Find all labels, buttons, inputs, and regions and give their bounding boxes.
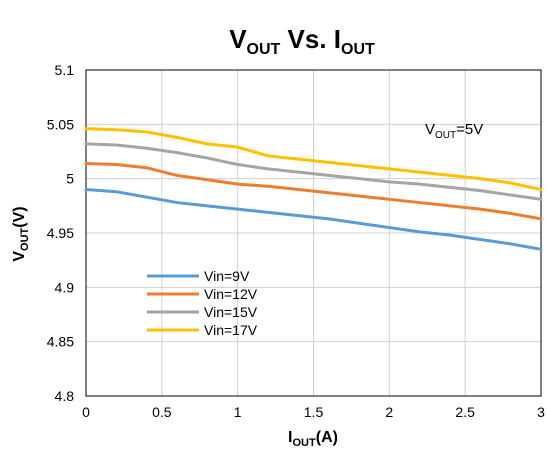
legend-label-vin-17v: Vin=17V [204,322,258,338]
vout-annotation-rest: =5V [456,121,483,138]
y-tick-label: 4.85 [47,334,74,350]
x-tick-labels: 0 0.5 1 1.5 2 2.5 3 [82,404,545,420]
x-tick-label: 1.5 [304,404,324,420]
y-tick-label: 4.9 [55,279,75,295]
x-tick-label: 3 [537,404,545,420]
y-axis-title: VOUT(V) [11,206,31,261]
y-axis-title-rest: (V) [11,206,28,227]
x-tick-label: 2.5 [455,404,475,420]
y-tick-label: 4.8 [55,388,75,404]
chart-title-main: V [229,24,247,54]
legend-label-vin-15v: Vin=15V [204,304,258,320]
series-line-vin-15v [84,142,543,201]
y-tick-label: 5 [66,171,74,187]
x-tick-label: 0.5 [152,404,172,420]
grid-lines [85,69,542,397]
x-axis-title-main: I [288,429,292,446]
chart-title-mid: Vs. I [280,24,341,54]
series-group [84,127,543,251]
y-tick-label: 5.1 [55,62,75,78]
x-axis-title-sub: OUT [293,437,317,449]
legend: Vin=9V Vin=12V Vin=15V Vin=17V [147,268,258,338]
vout-annotation: VOUT=5V [425,121,483,141]
series-line-vin-9v [84,188,543,251]
x-tick-label: 0 [82,404,90,420]
series-line-vin-17v [84,127,543,192]
chart-title-main-sub: OUT [247,41,281,58]
chart-title-mid-sub: OUT [341,41,375,58]
plot-area-frame [85,69,542,397]
y-tick-labels: 4.8 4.85 4.9 4.95 5 5.05 5.1 [47,62,74,404]
vout-annotation-main: V [425,121,435,138]
y-tick-label: 5.05 [47,116,74,132]
vout-annotation-sub: OUT [435,130,456,141]
y-axis-title-main: V [11,251,28,262]
x-tick-label: 2 [385,404,393,420]
legend-label-vin-12v: Vin=12V [204,286,258,302]
legend-label-vin-9v: Vin=9V [204,268,250,284]
chart-title: VOUT Vs. IOUT [229,24,375,58]
series-line-vin-12v [84,161,543,221]
x-axis-title: IOUT(A) [288,429,338,449]
y-axis-title-sub: OUT [19,227,31,251]
x-axis-title-rest: (A) [316,429,338,446]
x-tick-label: 1 [234,404,242,420]
y-tick-label: 4.95 [47,225,74,241]
